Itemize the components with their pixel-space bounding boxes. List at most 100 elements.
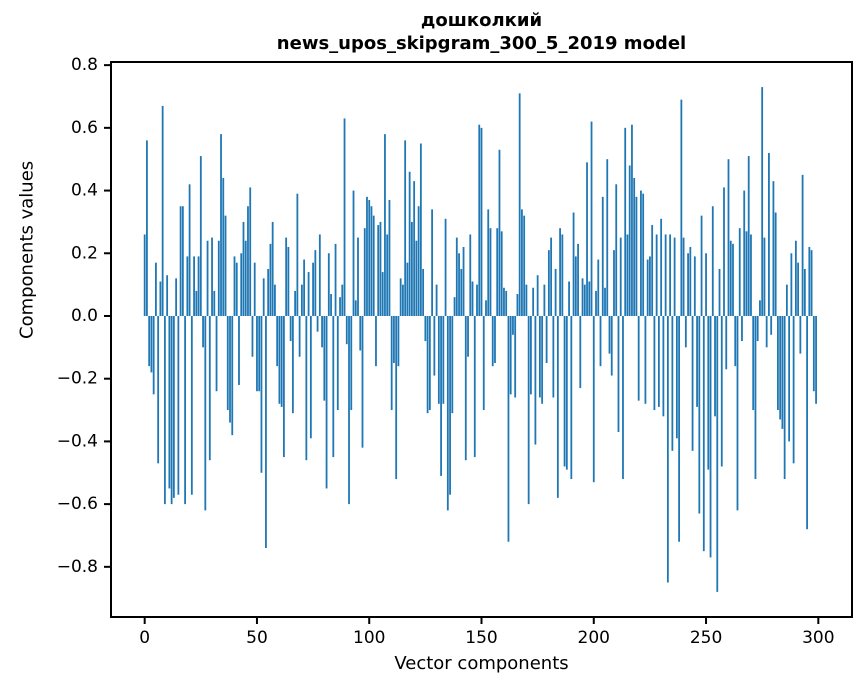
bar [678, 315, 680, 542]
bar [622, 315, 624, 480]
bar [716, 315, 719, 592]
bar [244, 240, 247, 316]
bar [738, 228, 741, 316]
bar [547, 250, 550, 316]
bar [446, 315, 449, 511]
bar [788, 315, 791, 442]
bar [291, 315, 294, 414]
bar [440, 315, 442, 476]
bar [741, 315, 743, 342]
bar [705, 253, 707, 316]
bar [190, 315, 193, 495]
bar [363, 228, 366, 316]
bar [649, 256, 651, 316]
bar [666, 315, 669, 583]
bar [505, 290, 508, 316]
bar [806, 315, 808, 530]
bar [815, 315, 817, 404]
bar [543, 284, 546, 316]
bar [642, 193, 645, 316]
bar [186, 256, 189, 316]
bar [491, 315, 494, 367]
bar [188, 184, 191, 316]
bar [352, 190, 355, 316]
bar [583, 284, 586, 316]
bar [247, 206, 249, 316]
bar [720, 315, 723, 467]
bar [541, 315, 544, 404]
bar [453, 297, 456, 316]
bar [345, 315, 348, 345]
bar [574, 256, 577, 316]
bar [390, 315, 393, 411]
bar [538, 315, 541, 398]
bar [781, 315, 784, 429]
bar [309, 315, 312, 439]
bar [530, 315, 532, 395]
bar [377, 225, 380, 316]
bar [729, 240, 732, 316]
bar [384, 134, 386, 316]
x-tick-label: 50 [246, 628, 268, 648]
bar [662, 315, 665, 417]
bar [550, 237, 553, 316]
bar [613, 250, 615, 316]
bar [388, 199, 391, 316]
x-tick-label: 200 [578, 628, 610, 648]
bar [487, 209, 490, 316]
bar [399, 278, 402, 316]
bar [777, 315, 779, 411]
bar [610, 315, 613, 376]
bar [444, 218, 447, 316]
y-tick-label: −0.8 [57, 557, 98, 577]
bar [563, 315, 566, 467]
bar [467, 315, 469, 357]
bar [163, 315, 166, 505]
bar [808, 247, 811, 316]
bar [428, 315, 431, 411]
bar [460, 268, 463, 316]
bar [601, 196, 604, 316]
bar [199, 156, 202, 316]
bar [768, 152, 770, 316]
bar [545, 315, 548, 364]
bar [637, 315, 640, 401]
bar [368, 199, 371, 316]
x-tick-label: 300 [802, 628, 834, 648]
bar [211, 237, 213, 316]
bar [732, 243, 734, 316]
y-tick-label: −0.4 [57, 431, 98, 451]
y-tick-label: −0.6 [57, 494, 98, 514]
bar [581, 278, 584, 316]
bar [595, 290, 597, 316]
y-tick-label: 0.2 [71, 243, 98, 263]
bar [792, 315, 795, 464]
bar [148, 315, 151, 367]
bar [152, 315, 155, 395]
bar [260, 315, 263, 473]
bar [693, 256, 696, 316]
bar [208, 315, 211, 461]
bar [361, 315, 364, 448]
bar [359, 315, 362, 351]
chart-title: дошколкий [420, 10, 543, 31]
bar [682, 237, 685, 316]
bar [181, 206, 184, 316]
bar [393, 315, 395, 364]
bar [395, 315, 398, 480]
bar [606, 159, 609, 316]
bar [761, 87, 764, 316]
bar [204, 315, 207, 511]
bar [514, 315, 517, 398]
bar [812, 315, 815, 392]
bar [496, 228, 499, 316]
bar [206, 240, 209, 316]
bar [696, 315, 698, 407]
bar [197, 256, 200, 316]
bar [305, 315, 308, 461]
bar [783, 315, 786, 480]
bar [532, 287, 535, 316]
bar [586, 162, 588, 316]
y-tick-label: 0.0 [71, 306, 98, 326]
